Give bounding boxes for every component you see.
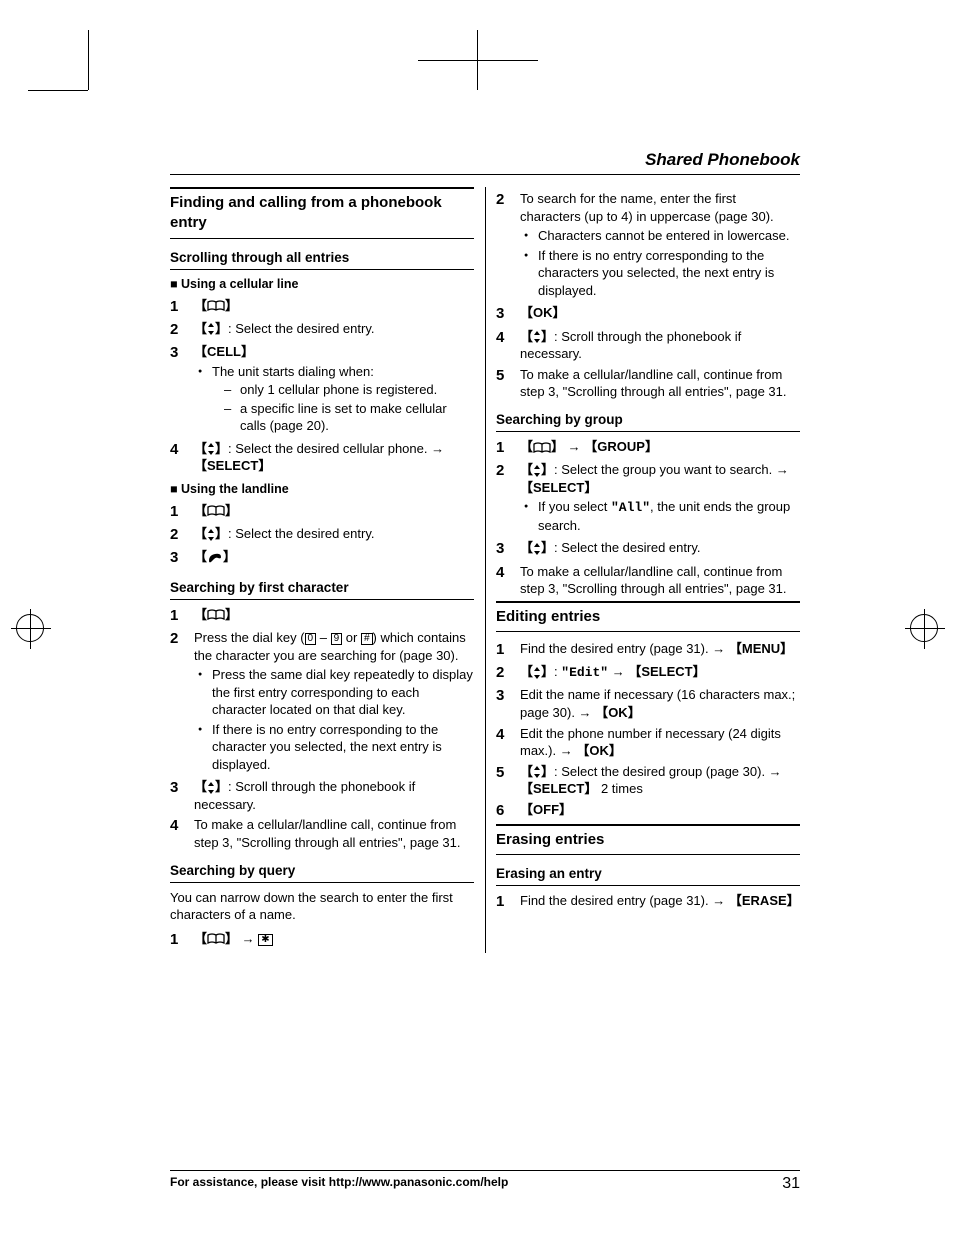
step: 2 【】: Select the desired entry.	[170, 320, 474, 340]
step: 4 To make a cellular/landline call, cont…	[170, 816, 474, 851]
step: 1 【】	[170, 606, 474, 626]
key-0: 0	[305, 633, 317, 645]
step: 6 【OFF】	[496, 801, 800, 821]
bullet: Characters cannot be entered in lowercas…	[534, 227, 800, 245]
footer-assist: For assistance, please visit http://www.…	[170, 1175, 508, 1193]
step: 3 Edit the name if necessary (16 charact…	[496, 686, 800, 721]
step: 1 Find the desired entry (page 31). → 【E…	[496, 892, 800, 912]
subheading-query: Searching by query	[170, 862, 474, 883]
query-intro: You can narrow down the search to enter …	[170, 889, 474, 924]
updown-icon	[533, 331, 541, 343]
book-icon	[207, 300, 225, 312]
heading-finding-calling: Finding and calling from a phonebook ent…	[170, 187, 474, 239]
two-column-body: Finding and calling from a phonebook ent…	[170, 187, 800, 953]
step: 3 【OK】	[496, 304, 800, 324]
step: 2 To search for the name, enter the firs…	[496, 190, 800, 301]
step: 5 【】: Select the desired group (page 30)…	[496, 763, 800, 798]
bullet: The unit starts dialing when: only 1 cel…	[208, 363, 474, 435]
step: 3 【】: Select the desired entry.	[496, 539, 800, 559]
key-star: ✱	[258, 934, 272, 946]
updown-icon	[207, 529, 215, 541]
book-icon	[207, 933, 225, 945]
heading-editing: Editing entries	[496, 601, 800, 632]
step: 1 【】 → 【GROUP】	[496, 438, 800, 458]
step: 2 【】: "Edit" → 【SELECT】	[496, 663, 800, 683]
step: 3 【】	[170, 548, 474, 568]
step: 1 【】 → ✱	[170, 930, 474, 950]
talk-icon	[207, 552, 223, 564]
bullet: Press the same dial key repeatedly to di…	[208, 666, 474, 719]
book-icon	[207, 609, 225, 621]
subheading-group: Searching by group	[496, 411, 800, 432]
key-9: 9	[331, 633, 343, 645]
subheading-scrolling: Scrolling through all entries	[170, 249, 474, 270]
chapter-title: Shared Phonebook	[170, 150, 800, 175]
using-landline: Using the landline	[170, 481, 474, 498]
dash-item: only 1 cellular phone is registered.	[236, 381, 474, 399]
bullet: If there is no entry corresponding to th…	[208, 721, 474, 774]
step: 4 【】: Select the desired cellular phone.…	[170, 440, 474, 475]
page-number: 31	[782, 1175, 800, 1193]
heading-erasing: Erasing entries	[496, 824, 800, 855]
subheading-erasing-entry: Erasing an entry	[496, 865, 800, 886]
updown-icon	[207, 323, 215, 335]
step: 4 To make a cellular/landline call, cont…	[496, 563, 800, 598]
step: 2 【】: Select the desired entry.	[170, 525, 474, 545]
updown-icon	[207, 443, 215, 455]
cell-label: CELL	[207, 344, 241, 359]
using-cellular: Using a cellular line	[170, 276, 474, 293]
step: 1 【】	[170, 297, 474, 317]
step: 1 Find the desired entry (page 31). → 【M…	[496, 640, 800, 660]
bullet: If you select "All", the unit ends the g…	[534, 498, 800, 534]
step: 2 Press the dial key (0 – 9 or #) which …	[170, 629, 474, 775]
updown-icon	[207, 782, 215, 794]
key-hash: #	[361, 633, 373, 645]
page-content: Shared Phonebook Finding and calling fro…	[170, 150, 800, 953]
bullet: If there is no entry corresponding to th…	[534, 247, 800, 300]
step: 3 【CELL】 The unit starts dialing when: o…	[170, 343, 474, 437]
step: 4 Edit the phone number if necessary (24…	[496, 725, 800, 760]
text: : Select the desired entry.	[228, 321, 374, 336]
updown-icon	[533, 766, 541, 778]
step: 3 【】: Scroll through the phonebook if ne…	[170, 778, 474, 813]
text: : Select the desired entry.	[228, 526, 374, 541]
step: 2 【】: Select the group you want to searc…	[496, 461, 800, 536]
step: 5 To make a cellular/landline call, cont…	[496, 366, 800, 401]
updown-icon	[533, 543, 541, 555]
page-footer: For assistance, please visit http://www.…	[170, 1170, 800, 1193]
subheading-first-char: Searching by first character	[170, 579, 474, 600]
step: 1 【】	[170, 502, 474, 522]
updown-icon	[533, 667, 541, 679]
book-icon	[207, 505, 225, 517]
text: : Select the desired cellular phone.	[228, 441, 431, 456]
updown-icon	[533, 465, 541, 477]
dash-item: a specific line is set to make cellular …	[236, 400, 474, 435]
book-icon	[533, 442, 551, 454]
step: 4 【】: Scroll through the phonebook if ne…	[496, 328, 800, 363]
